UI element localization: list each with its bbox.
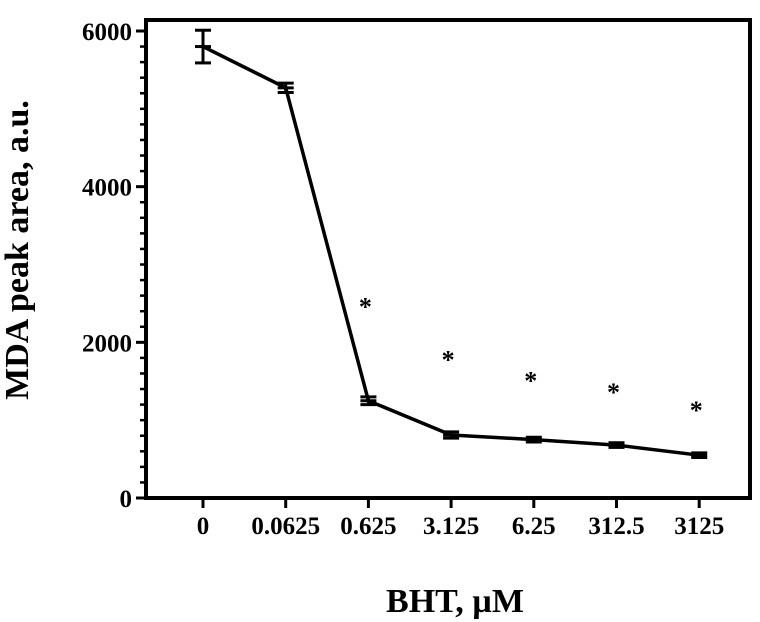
x-axis: 0 0.0625 0.625 3.125 6.25 312.5 3125 bbox=[197, 498, 724, 540]
y-tick-label: 4000 bbox=[82, 175, 132, 202]
plot-frame bbox=[144, 18, 752, 500]
significance-star: * bbox=[524, 366, 537, 395]
x-tick-label: 6.25 bbox=[512, 513, 556, 540]
significance-star: * bbox=[359, 292, 372, 321]
series-layer bbox=[195, 28, 708, 460]
significance-layer: * * * * * bbox=[359, 292, 703, 425]
significance-star: * bbox=[442, 345, 455, 374]
x-tick-label: 0 bbox=[197, 513, 210, 540]
y-tick-label: 6000 bbox=[82, 19, 132, 46]
y-tick-label: 0 bbox=[120, 486, 133, 513]
x-tick-label: 312.5 bbox=[588, 513, 644, 540]
x-tick-label: 0.625 bbox=[340, 513, 396, 540]
y-tick-label: 2000 bbox=[82, 330, 132, 357]
series-line bbox=[202, 45, 700, 457]
y-axis-label: MDA peak area, a.u. bbox=[0, 100, 36, 400]
y-axis: 0 2000 4000 6000 bbox=[82, 19, 146, 513]
x-axis-label: BHT, µM bbox=[386, 583, 524, 620]
x-tick-label: 3125 bbox=[674, 513, 724, 540]
significance-star: * bbox=[607, 378, 620, 407]
x-tick-label: 0.0625 bbox=[251, 513, 320, 540]
significance-star: * bbox=[690, 396, 703, 425]
x-tick-label: 3.125 bbox=[423, 513, 479, 540]
